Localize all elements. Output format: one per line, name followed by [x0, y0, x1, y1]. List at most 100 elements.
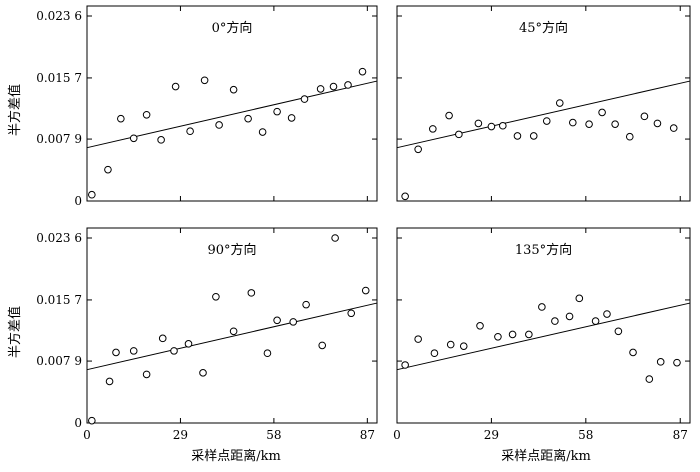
data-point — [645, 375, 654, 383]
panel-title: 45°方向 — [519, 20, 568, 36]
data-point — [142, 370, 151, 379]
data-point — [200, 76, 209, 85]
y-axis-label-top: 半方差值 — [7, 84, 23, 136]
data-point — [361, 286, 370, 295]
panel-frame — [396, 5, 691, 202]
data-point — [212, 292, 220, 301]
data-point — [542, 117, 551, 125]
data-point — [289, 318, 298, 326]
data-point — [157, 136, 165, 144]
data-point — [244, 114, 252, 123]
data-point — [287, 114, 296, 122]
panel-frame — [86, 5, 378, 202]
y-tick-label: 0 — [74, 416, 82, 430]
x-tick-label: 87 — [673, 428, 688, 442]
data-point — [474, 119, 483, 128]
data-point — [591, 317, 600, 325]
x-tick-label: 58 — [578, 428, 593, 442]
panel-frame — [396, 227, 691, 424]
data-point — [629, 348, 637, 357]
data-point — [331, 234, 339, 242]
panel-title: 0°方向 — [212, 20, 253, 36]
data-point — [494, 332, 502, 341]
x-tick-label: 29 — [173, 428, 188, 442]
panel-1: 0 0.007 9 0.015 7 0.023 6 0°方向 — [36, 5, 378, 208]
x-tick-label: 87 — [360, 428, 375, 442]
data-point — [112, 348, 120, 357]
y-tick-label: 0.023 6 — [36, 231, 82, 245]
y-tick-label: 0.023 6 — [36, 9, 82, 23]
data-point — [247, 289, 256, 297]
data-point — [104, 165, 112, 174]
y-axis-label-bottom: 半方差值 — [7, 306, 23, 358]
y-tick-label: 0.015 7 — [36, 293, 82, 307]
data-point — [508, 330, 517, 339]
panel-frame — [86, 227, 378, 424]
data-point — [129, 347, 138, 355]
data-point — [603, 310, 611, 318]
data-point — [538, 303, 546, 311]
data-point — [446, 340, 455, 349]
panel-3: 0 0.007 9 0.015 7 0.023 6 0 29 58 87 90°方向 — [36, 227, 378, 442]
data-point — [656, 358, 665, 366]
data-point — [199, 369, 207, 377]
x-axis-label-left: 采样点距离/km — [191, 448, 281, 464]
data-point — [598, 108, 606, 117]
trend-line — [396, 80, 691, 149]
y-tick-label: 0 — [74, 194, 82, 208]
data-point — [142, 110, 151, 119]
x-tick-label: 0 — [83, 428, 91, 442]
data-point — [105, 377, 114, 386]
data-point — [614, 327, 623, 336]
data-point — [653, 119, 662, 128]
data-point — [215, 121, 223, 129]
data-point — [414, 335, 422, 343]
data-point — [88, 416, 96, 425]
data-point — [430, 349, 439, 358]
data-point — [455, 130, 463, 139]
data-point — [184, 340, 193, 348]
data-point — [555, 99, 564, 107]
data-point — [565, 312, 574, 321]
x-tick-label: 29 — [484, 428, 499, 442]
data-point — [575, 294, 584, 303]
trend-line — [86, 302, 378, 371]
y-tick-label: 0.007 9 — [36, 132, 82, 146]
data-point — [129, 134, 138, 143]
data-point — [414, 145, 422, 154]
data-point — [640, 112, 649, 121]
data-point — [158, 334, 167, 343]
data-point — [300, 95, 309, 103]
data-point — [611, 120, 619, 128]
data-point — [258, 128, 267, 136]
data-point — [273, 316, 281, 325]
panel-2: 45°方向 — [396, 5, 691, 202]
data-point — [499, 121, 507, 130]
data-point — [429, 125, 437, 133]
data-point — [186, 127, 194, 136]
data-point — [171, 82, 180, 91]
data-point — [673, 358, 681, 367]
data-point — [302, 300, 310, 309]
data-point — [229, 327, 238, 336]
x-tick-label: 58 — [266, 428, 281, 442]
data-point — [401, 361, 409, 369]
data-point — [170, 347, 178, 355]
data-point — [344, 81, 352, 89]
panel-title: 90°方向 — [207, 242, 256, 258]
panel-title: 135°方向 — [515, 242, 572, 258]
data-point — [569, 118, 577, 127]
data-point — [513, 132, 522, 140]
data-point — [329, 82, 338, 91]
data-point — [625, 132, 634, 141]
data-point — [487, 122, 496, 131]
data-point — [669, 124, 678, 132]
data-point — [117, 114, 125, 123]
data-point — [263, 349, 272, 358]
data-point — [585, 120, 593, 128]
data-point — [445, 111, 453, 120]
data-point — [358, 67, 367, 76]
data-point — [529, 132, 538, 140]
